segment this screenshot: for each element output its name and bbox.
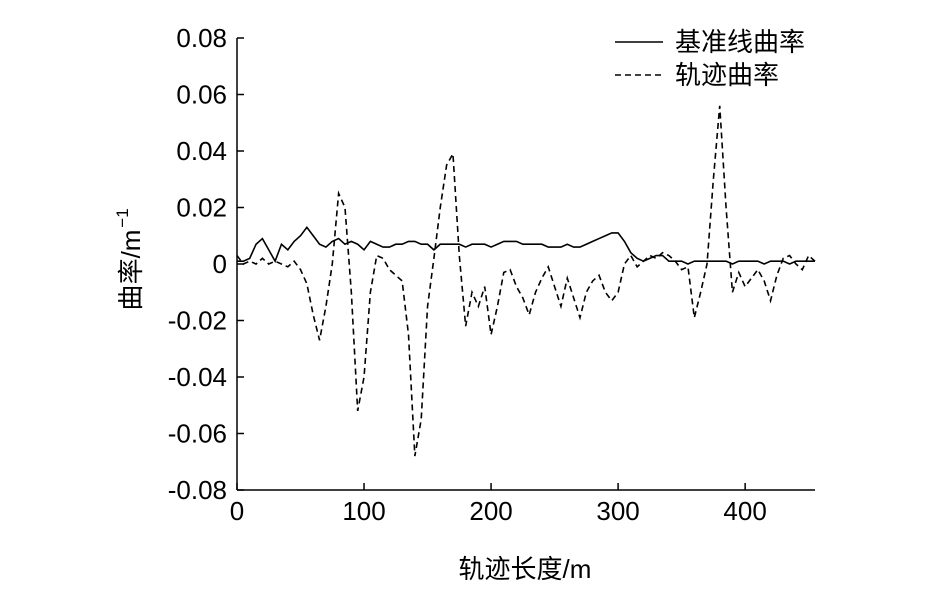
- x-tick-label: 400: [723, 496, 766, 526]
- y-tick-label: 0.06: [176, 80, 227, 110]
- data-line: [237, 225, 815, 265]
- y-axis-label: 曲率/m: [116, 230, 146, 311]
- y-axis-label-group: 曲率/m −1: [113, 208, 146, 310]
- y-tick-label: -0.02: [168, 306, 227, 336]
- legend-label: 基准线曲率: [675, 27, 805, 57]
- x-tick-label: 200: [469, 496, 512, 526]
- y-tick-label: 0: [213, 249, 227, 279]
- x-axis-label: 轨迹长度/m: [459, 554, 592, 584]
- y-tick-label: -0.08: [168, 475, 227, 505]
- y-tick-label: 0.08: [176, 23, 227, 53]
- x-tick-label: 300: [596, 496, 639, 526]
- x-tick-label: 100: [342, 496, 385, 526]
- y-tick-label: -0.06: [168, 419, 227, 449]
- y-tick-label: 0.02: [176, 193, 227, 223]
- y-tick-label: -0.04: [168, 362, 227, 392]
- x-tick-label: 0: [230, 496, 244, 526]
- y-tick-label: 0.04: [176, 136, 227, 166]
- y-axis-label-sup: −1: [113, 208, 132, 227]
- data-line: [236, 105, 816, 457]
- legend-label: 轨迹曲率: [675, 60, 779, 90]
